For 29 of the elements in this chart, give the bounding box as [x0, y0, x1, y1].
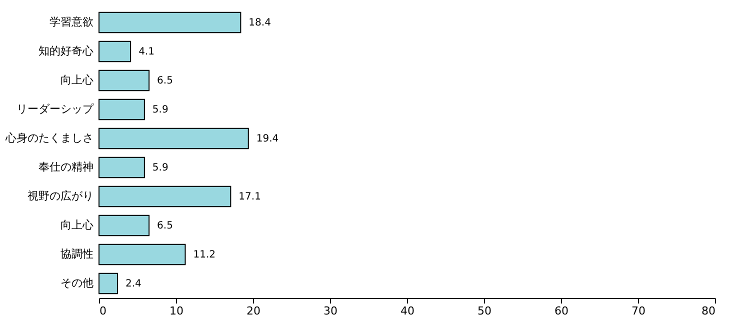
- y-tick-label: リーダーシップ: [16, 102, 94, 116]
- x-tick-label: 0: [100, 304, 106, 318]
- data-label: 11.2: [193, 250, 216, 260]
- x-tick-label: 30: [324, 304, 338, 318]
- y-tick-label: 向上心: [60, 74, 94, 86]
- x-tick-label: 80: [702, 304, 716, 318]
- x-tick-label: 20: [246, 304, 260, 318]
- y-tick-label: 向上心: [60, 218, 94, 232]
- y-tick-label: 協調性: [60, 248, 94, 260]
- data-label: 4.1: [138, 46, 154, 58]
- data-label: 18.4: [248, 18, 271, 28]
- y-tick-label: 視野の広がり: [28, 190, 94, 202]
- y-tick-label: 知的好奇心: [38, 44, 94, 58]
- data-label: 19.4: [256, 134, 279, 144]
- x-tick-label: 60: [554, 304, 568, 318]
- data-label: 17.1: [238, 192, 261, 202]
- x-tick-label: 10: [170, 304, 184, 318]
- y-tick-label: その他: [60, 276, 94, 290]
- x-tick-label: 50: [478, 304, 492, 318]
- data-label: 5.9: [152, 162, 168, 174]
- data-label: 5.9: [152, 104, 168, 116]
- data-label: 6.5: [157, 76, 173, 86]
- y-tick-label: 奉仕の精神: [38, 160, 94, 174]
- data-label: 2.4: [125, 278, 142, 290]
- x-tick-label: 70: [632, 304, 646, 318]
- y-tick-label: 心身のたくましさ: [4, 132, 94, 144]
- x-tick-label: 40: [400, 304, 414, 318]
- y-tick-label: 学習意欲: [50, 16, 94, 28]
- data-label: 6.5: [157, 220, 173, 232]
